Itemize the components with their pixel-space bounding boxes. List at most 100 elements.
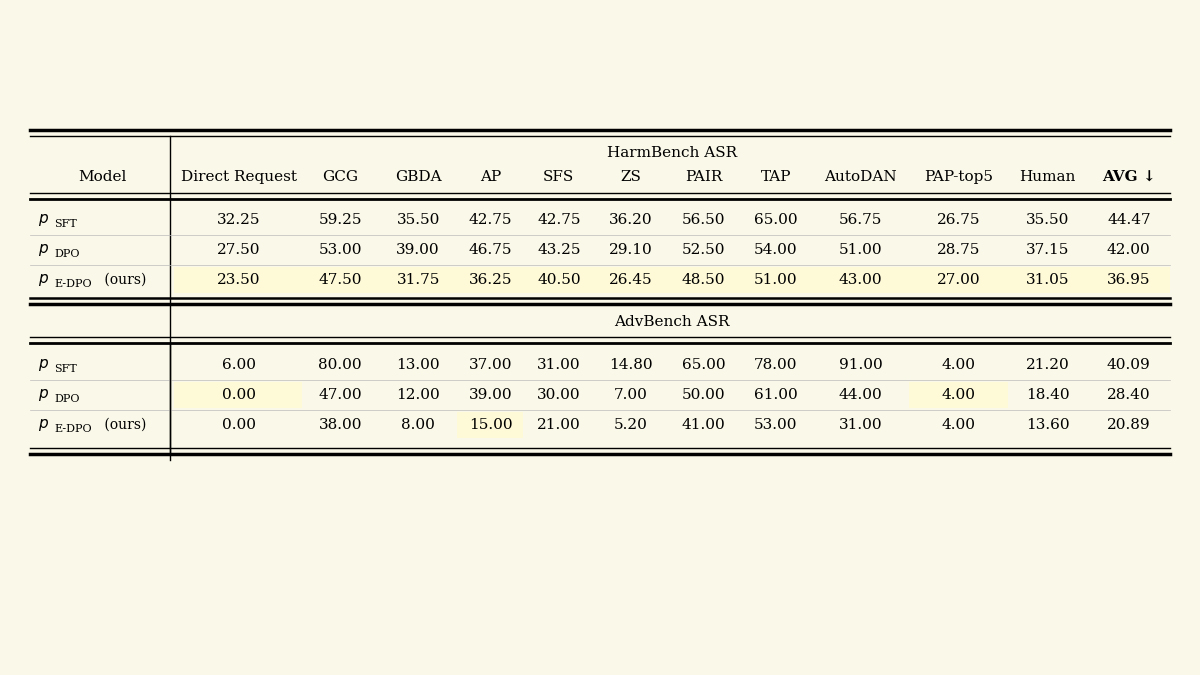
Text: 35.50: 35.50 [1026,213,1069,227]
Text: 59.25: 59.25 [318,213,362,227]
Text: 4.00: 4.00 [942,358,976,372]
Text: Human: Human [1020,170,1076,184]
Text: 36.25: 36.25 [469,273,512,287]
Text: 18.40: 18.40 [1026,388,1069,402]
Text: 39.00: 39.00 [396,243,440,257]
Text: 65.00: 65.00 [754,213,798,227]
Text: 5.20: 5.20 [614,418,648,432]
Bar [666,267,739,293]
Bar [908,267,1008,293]
Text: 51.00: 51.00 [754,273,798,287]
Text: $p$: $p$ [38,242,49,258]
Text: 43.25: 43.25 [538,243,581,257]
Text: GCG: GCG [323,170,359,184]
Bar [811,267,910,293]
Text: 8.00: 8.00 [401,418,436,432]
Text: SFS: SFS [544,170,575,184]
Text: 36.95: 36.95 [1108,273,1151,287]
Text: E-DPO: E-DPO [54,424,91,434]
Text: 37.15: 37.15 [1026,243,1069,257]
Text: $p$: $p$ [38,357,49,373]
Text: 28.75: 28.75 [937,243,980,257]
Text: 53.00: 53.00 [754,418,798,432]
Text: GBDA: GBDA [395,170,442,184]
Text: DPO: DPO [54,249,79,259]
Text: AdvBench ASR: AdvBench ASR [614,315,730,329]
Text: 47.50: 47.50 [318,273,362,287]
Text: $p$: $p$ [38,387,49,403]
Text: 31.75: 31.75 [396,273,440,287]
Text: 44.00: 44.00 [839,388,883,402]
Bar [301,267,378,293]
Text: (ours): (ours) [100,418,146,432]
Text: 31.05: 31.05 [1026,273,1069,287]
Text: 48.50: 48.50 [682,273,725,287]
Text: 44.47: 44.47 [1108,213,1151,227]
Text: 21.20: 21.20 [1026,358,1069,372]
Text: E-DPO: E-DPO [54,279,91,289]
Text: 40.50: 40.50 [538,273,581,287]
Text: 13.60: 13.60 [1026,418,1069,432]
Text: 31.00: 31.00 [538,358,581,372]
Text: 46.75: 46.75 [469,243,512,257]
Text: DPO: DPO [54,394,79,404]
Text: Direct Request: Direct Request [180,170,296,184]
Bar [1007,267,1087,293]
Text: 26.45: 26.45 [610,273,653,287]
Text: 65.00: 65.00 [682,358,725,372]
Text: 40.09: 40.09 [1106,358,1151,372]
Text: 50.00: 50.00 [682,388,725,402]
Text: 53.00: 53.00 [318,243,362,257]
Bar [738,267,812,293]
Text: 41.00: 41.00 [682,418,725,432]
Text: 13.00: 13.00 [396,358,440,372]
Text: 54.00: 54.00 [754,243,798,257]
Text: $p$: $p$ [38,417,49,433]
Text: $p$: $p$ [38,212,49,228]
Text: HarmBench ASR: HarmBench ASR [607,146,737,160]
Text: 56.75: 56.75 [839,213,882,227]
Bar [457,267,523,293]
Bar [1087,267,1170,293]
Bar [522,267,595,293]
Bar [174,382,302,408]
Text: 78.00: 78.00 [754,358,798,372]
Text: 38.00: 38.00 [318,418,362,432]
Bar [377,267,458,293]
Text: 61.00: 61.00 [754,388,798,402]
Text: 91.00: 91.00 [839,358,883,372]
Text: 39.00: 39.00 [469,388,512,402]
Text: 4.00: 4.00 [942,388,976,402]
Text: 43.00: 43.00 [839,273,883,287]
Text: 32.25: 32.25 [217,213,260,227]
Bar [908,382,1008,408]
Text: 42.75: 42.75 [538,213,581,227]
Text: Model: Model [78,170,126,184]
Text: 4.00: 4.00 [942,418,976,432]
Text: 37.00: 37.00 [469,358,512,372]
Text: 35.50: 35.50 [396,213,440,227]
Text: 20.89: 20.89 [1108,418,1151,432]
Text: 30.00: 30.00 [538,388,581,402]
Text: 23.50: 23.50 [217,273,260,287]
Bar [594,267,667,293]
Text: 36.20: 36.20 [610,213,653,227]
Text: 51.00: 51.00 [839,243,883,257]
Text: 6.00: 6.00 [222,358,256,372]
Text: (ours): (ours) [100,273,146,287]
Bar [457,412,523,438]
Text: 7.00: 7.00 [614,388,648,402]
Text: PAIR: PAIR [685,170,722,184]
Text: 28.40: 28.40 [1108,388,1151,402]
Text: AutoDAN: AutoDAN [824,170,898,184]
Text: 0.00: 0.00 [222,388,256,402]
Text: PAP-top5: PAP-top5 [924,170,994,184]
Bar [174,267,302,293]
Text: 14.80: 14.80 [610,358,653,372]
Text: AVG ↓: AVG ↓ [1102,170,1156,184]
Text: 31.00: 31.00 [839,418,883,432]
Text: 26.75: 26.75 [937,213,980,227]
Text: 27.50: 27.50 [217,243,260,257]
Text: 21.00: 21.00 [536,418,581,432]
Text: 56.50: 56.50 [682,213,725,227]
